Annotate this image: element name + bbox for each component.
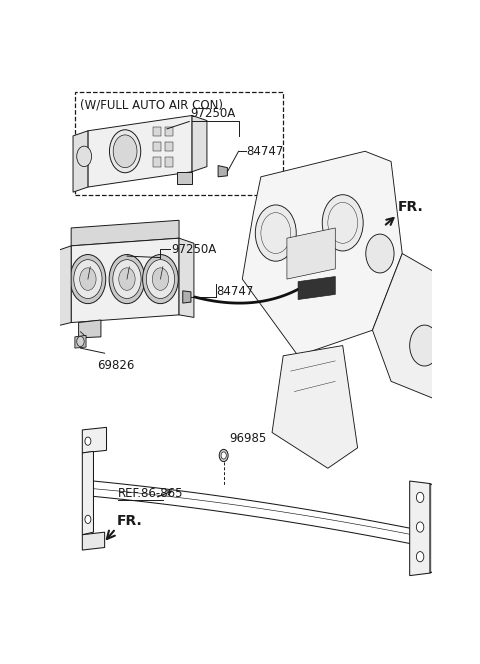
Polygon shape [177,172,192,185]
Circle shape [416,492,424,503]
Polygon shape [153,127,161,136]
Text: 96985: 96985 [229,432,266,446]
Polygon shape [71,220,179,246]
Circle shape [143,254,178,303]
Polygon shape [83,532,105,550]
Circle shape [416,522,424,532]
Polygon shape [272,345,358,468]
Circle shape [416,552,424,562]
Text: REF.86-865: REF.86-865 [118,487,183,500]
Circle shape [322,195,363,251]
Polygon shape [83,428,107,453]
Circle shape [119,268,135,290]
Circle shape [152,268,168,290]
Polygon shape [165,127,173,136]
Text: (W/FULL AUTO AIR CON): (W/FULL AUTO AIR CON) [81,98,224,112]
Text: FR.: FR. [117,513,143,528]
Circle shape [77,146,92,167]
Text: 69826: 69826 [97,359,134,373]
Polygon shape [73,131,88,192]
Circle shape [410,325,440,366]
Circle shape [221,452,226,459]
Text: 97250A: 97250A [172,243,217,256]
Polygon shape [79,320,101,338]
Text: 84747: 84747 [216,286,253,298]
Circle shape [219,450,228,461]
Text: FR.: FR. [398,200,423,214]
Polygon shape [410,481,430,576]
Polygon shape [179,238,194,317]
Text: 97250A: 97250A [190,106,236,120]
Circle shape [77,337,84,347]
Circle shape [113,135,137,167]
Polygon shape [88,116,192,187]
Polygon shape [75,335,86,348]
Polygon shape [287,228,335,279]
Polygon shape [183,291,191,303]
Circle shape [74,260,102,299]
Circle shape [109,129,141,173]
Circle shape [80,268,96,290]
Circle shape [255,205,296,261]
Circle shape [146,260,175,299]
Circle shape [85,437,91,446]
Polygon shape [218,165,228,177]
Polygon shape [165,142,173,151]
Circle shape [113,260,141,299]
Circle shape [109,254,145,303]
Polygon shape [242,151,402,356]
Circle shape [366,234,394,273]
Text: 84747: 84747 [246,145,283,158]
Polygon shape [430,483,440,573]
Circle shape [70,254,106,303]
Polygon shape [71,238,179,323]
Polygon shape [192,116,207,172]
Polygon shape [372,254,454,407]
Polygon shape [153,142,161,151]
Polygon shape [56,246,71,326]
Polygon shape [298,276,335,299]
Circle shape [85,515,91,523]
Polygon shape [83,452,94,535]
Polygon shape [165,157,173,167]
Polygon shape [153,157,161,167]
